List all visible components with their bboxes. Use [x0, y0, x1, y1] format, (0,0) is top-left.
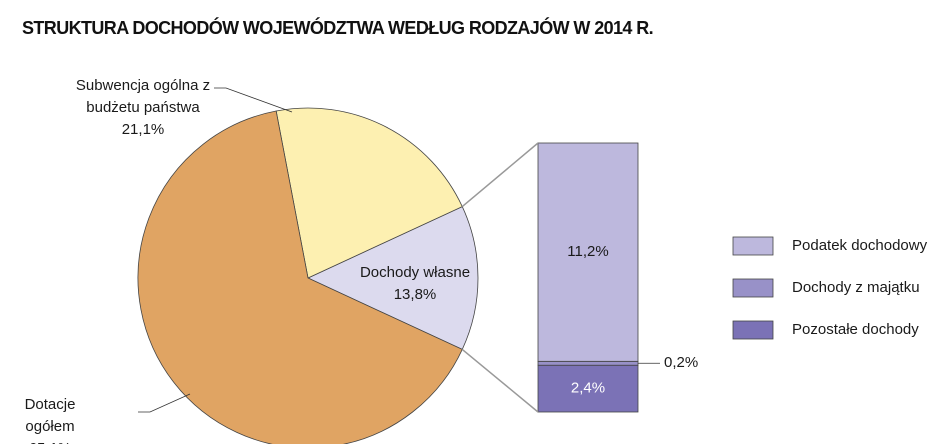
slice-label: Dotacje ogółem 65,1% [0, 394, 100, 444]
legend-swatch [732, 236, 774, 256]
pie-slice [137, 110, 463, 444]
legend-swatch [732, 278, 774, 298]
data-label: 0,2% [664, 354, 698, 371]
data-label: 11,2% [567, 243, 608, 260]
legend-swatch [732, 320, 774, 340]
connector [461, 142, 539, 208]
legend-label: Dochody z majątku [792, 279, 920, 296]
chart-title: STRUKTURA DOCHODÓW WOJEWÓDZTWA WEDŁUG RO… [22, 18, 654, 38]
slice-name: Subwencja ogólna z budżetu państwa [75, 77, 211, 116]
data-label: 2,4% [571, 380, 605, 397]
pie-slice [307, 206, 479, 350]
legend-label: Podatek dochodowy [792, 237, 928, 254]
slice-name: Dotacje ogółem [24, 396, 76, 435]
pie-slice [275, 107, 463, 279]
leader-line [214, 87, 293, 113]
slice-value: 21,1% [121, 121, 165, 138]
legend-label: Pozostałe dochody [792, 321, 919, 338]
connector [461, 348, 539, 413]
bar-segment [537, 364, 639, 413]
slice-label: Dochody własne 13,8% [335, 262, 495, 306]
bar-segment [537, 360, 639, 366]
slice-value: 13,8% [393, 286, 437, 303]
slice-name: Dochody własne [359, 264, 471, 281]
slice-label: Subwencja ogólna z budżetu państwa 21,1% [70, 75, 216, 141]
bar-segment [537, 142, 639, 362]
leader-line [138, 393, 191, 413]
slice-value: 65,1% [0, 438, 100, 444]
